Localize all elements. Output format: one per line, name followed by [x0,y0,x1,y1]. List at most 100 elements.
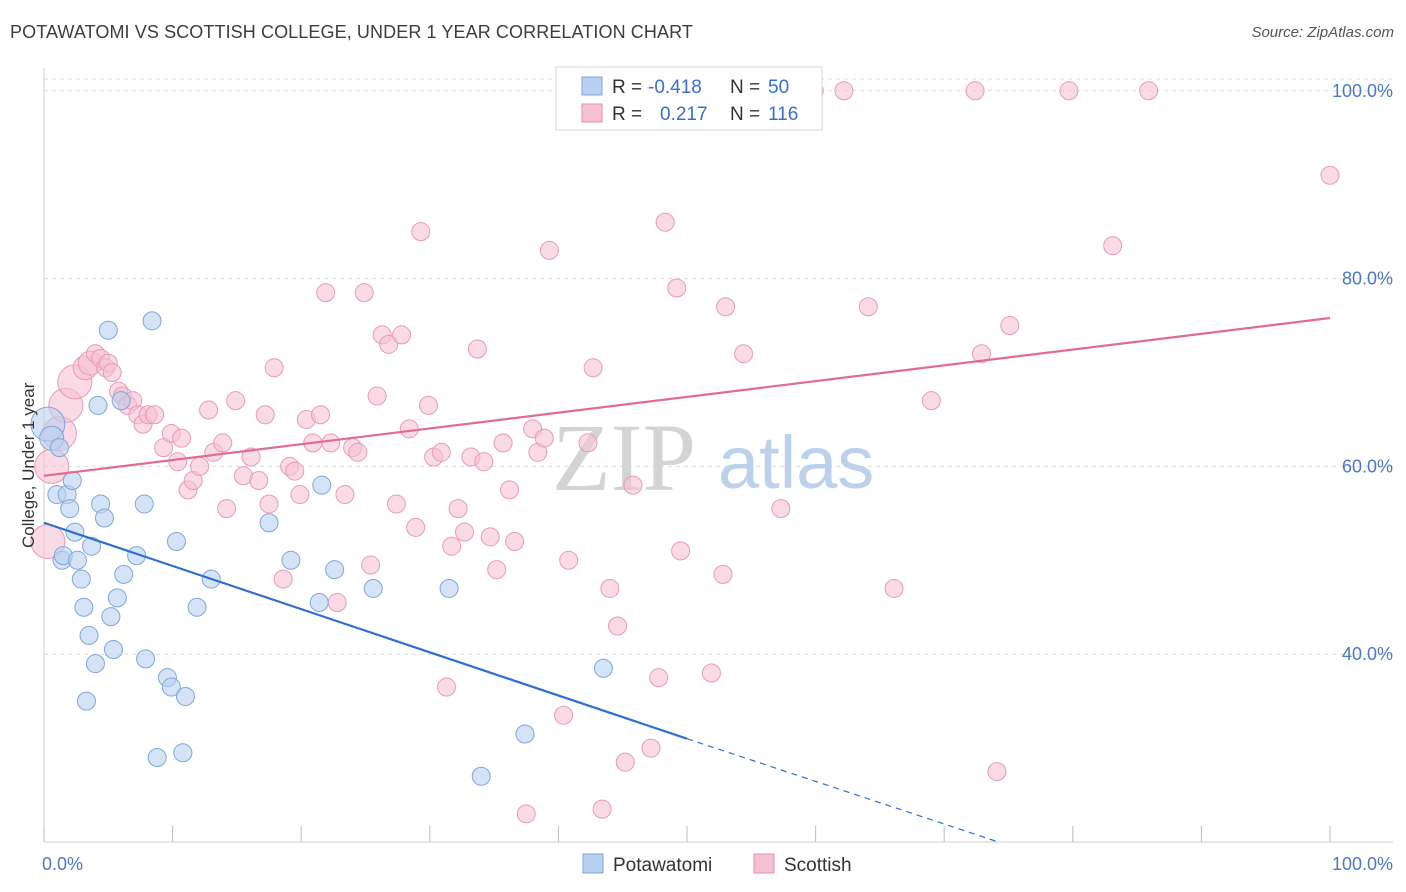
potawatomi-point [71,569,91,589]
scottish-point [419,395,439,415]
x-tick-label-min: 0.0% [42,854,83,874]
scottish-point [448,499,468,519]
legend-r-value-1: -0.418 [648,77,702,98]
scottish-point [858,297,878,317]
legend-swatch-pink [581,103,603,123]
scottish-point [437,677,457,697]
scottish-point [1320,165,1340,185]
scottish-point [500,480,520,500]
scottish-point [226,391,246,411]
scottish-point [578,433,598,453]
scottish-point [213,433,233,453]
scottish-point [285,461,305,481]
y-axis-label: College, Under 1 year [19,382,38,548]
scottish-point [834,81,854,101]
scottish-point [921,391,941,411]
scottish-point [965,81,985,101]
series-legend: Potawatomi Scottish [582,853,852,876]
source-label: Source: ZipAtlas.com [1251,24,1394,41]
legend-r-label-1: R = [612,77,642,98]
potawatomi-point [281,550,301,570]
scottish-point [583,358,603,378]
scottish-point [487,560,507,580]
scottish-point [716,297,736,317]
tick-labels: 40.0% 60.0% 80.0% 100.0% 0.0% 100.0% [42,81,1393,874]
scottish-point [539,240,559,260]
potawatomi-point [136,649,156,669]
scottish-point [467,339,487,359]
scottish-point [367,386,387,406]
potawatomi-trend-extension [686,738,996,842]
potawatomi-point [82,536,102,556]
legend-n-label-2: N = [730,104,760,125]
potawatomi-point [76,691,96,711]
scottish-point [592,799,612,819]
y-tick-label: 60.0% [1342,456,1393,476]
scottish-point [431,442,451,462]
scottish-point [348,442,368,462]
scottish-point [655,212,675,232]
scottish-point [411,222,431,242]
y-tick-label: 100.0% [1332,81,1393,101]
potawatomi-point [79,625,99,645]
scottish-point [249,470,269,490]
y-tick-label: 40.0% [1342,644,1393,664]
potawatomi-point [88,395,108,415]
scottish-point [379,334,399,354]
scottish-point [259,494,279,514]
scottish-point [327,593,347,613]
scottish-point [671,541,691,561]
scottish-point [516,804,536,824]
potawatomi-point [515,724,535,744]
scottish-point [335,485,355,505]
potawatomi-point [187,597,207,617]
scottish-point [1000,316,1020,336]
scottish-point [987,762,1007,782]
potawatomi-point [173,743,193,763]
potawatomi-point [103,640,123,659]
scottish-point [392,325,412,345]
scottish-point [559,550,579,570]
scottish-point [649,668,669,688]
scottish-point [264,358,284,378]
x-tick-label-max: 100.0% [1332,854,1393,874]
potawatomi-point [74,597,94,617]
scottish-point [290,485,310,505]
scottish-point [1059,81,1079,101]
scottish-point [1139,81,1159,101]
potawatomi-point [309,593,329,613]
chart-title: POTAWATOMI VS SCOTTISH COLLEGE, UNDER 1 … [10,22,693,42]
potawatomi-point [60,499,80,519]
legend-r-label-2: R = [612,104,642,125]
scottish-point [399,419,419,439]
scottish-point [971,344,991,364]
stats-legend: R = -0.418 N = 50 R = 0.217 N = 116 [555,66,823,131]
potawatomi-point [471,766,491,786]
scottish-point [667,278,687,298]
scottish-point [145,405,165,425]
scottish-point [321,433,341,453]
legend-bottom-swatch-pink [753,853,775,874]
potawatomi-point [312,475,332,495]
scottish-point [442,536,462,556]
trend-lines [43,316,1331,842]
potawatomi-points [30,311,613,786]
potawatomi-point [98,320,118,340]
scottish-points [30,78,1340,824]
potawatomi-point [593,658,613,678]
scottish-point [713,564,733,584]
scottish-point [406,517,426,537]
scottish-point [701,663,721,683]
potawatomi-point [363,578,383,598]
potawatomi-point [107,588,127,608]
scottish-point [734,344,754,364]
legend-n-value-1: 50 [768,77,789,98]
scottish-point [641,738,661,758]
scottish-point [608,616,628,636]
watermark-zip: ZIP [552,404,696,511]
legend-bottom-swatch-blue [582,853,604,874]
potawatomi-point [175,686,195,706]
scottish-point [361,555,381,575]
potawatomi-point [114,564,134,584]
